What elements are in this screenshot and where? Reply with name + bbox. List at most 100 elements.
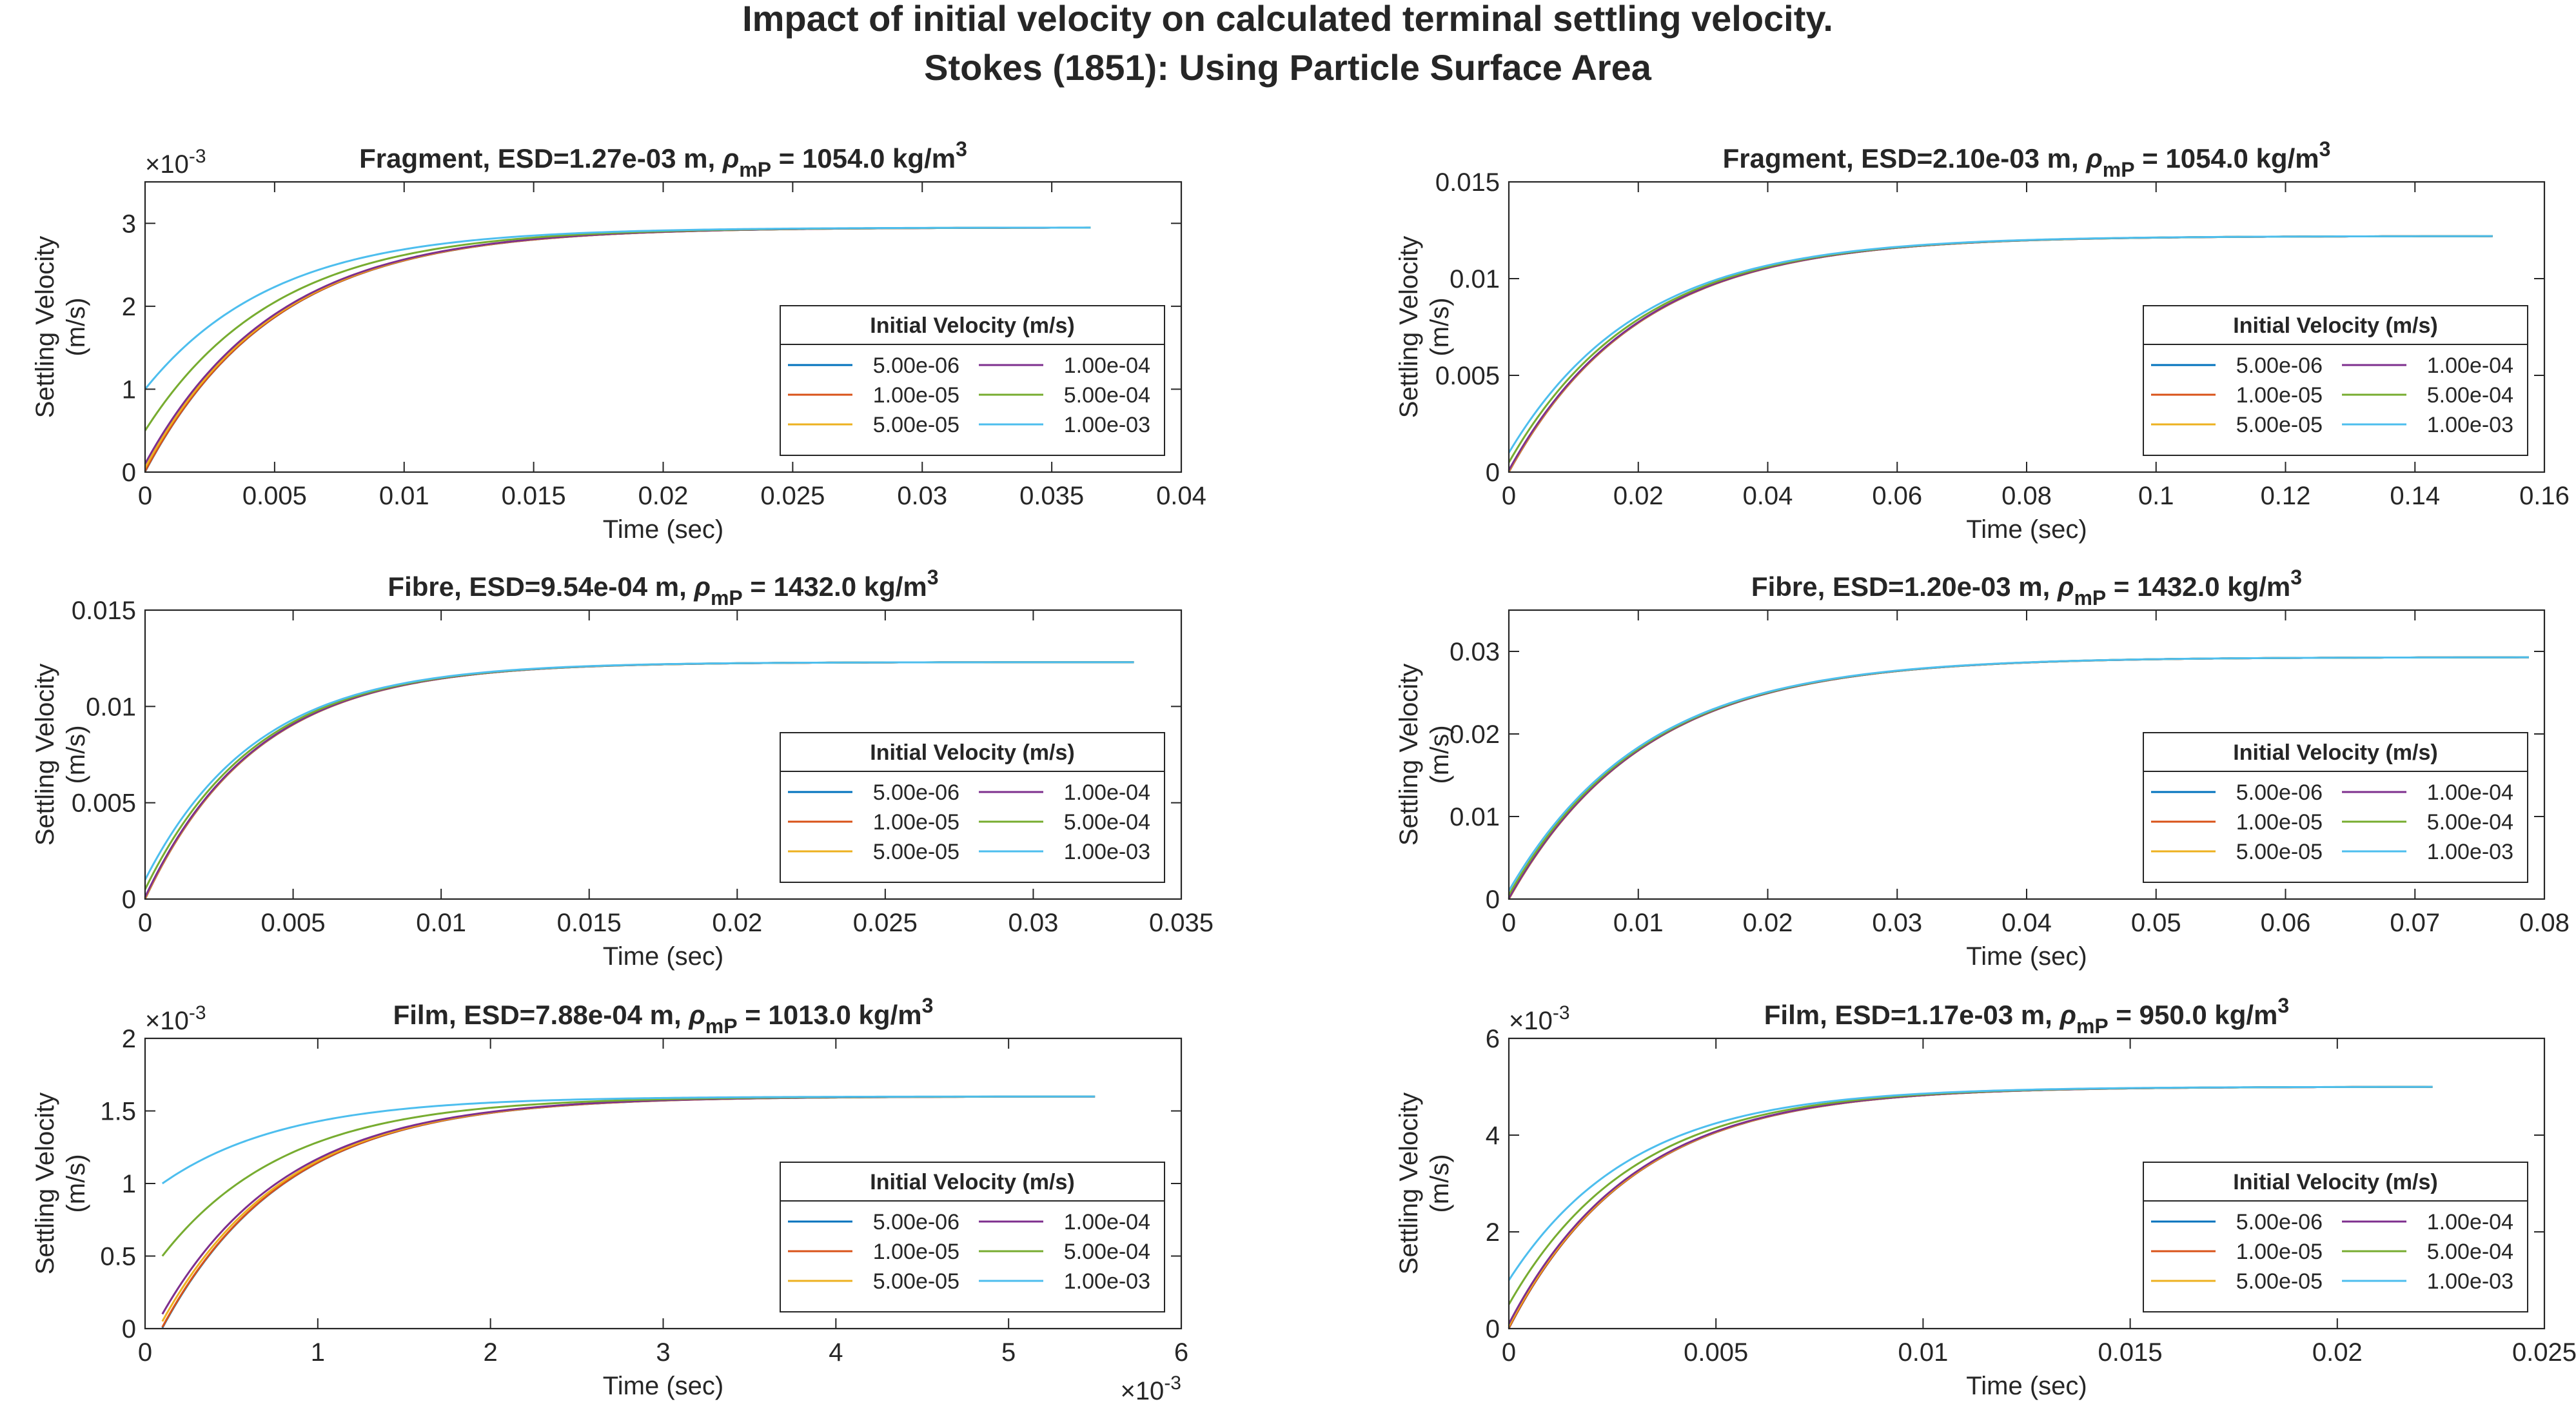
legend-box: [780, 732, 1165, 883]
x-tick-label: 0: [1502, 482, 1516, 510]
legend-entry: 1.00e-03: [1064, 413, 1150, 437]
subplot-title: Fibre, ESD=1.20e-03 m, ρmP = 1432.0 kg/m…: [1751, 566, 2302, 609]
y-axis-label: Settling Velocity (m/s): [1395, 1093, 1454, 1274]
x-tick-label: 0.01: [1613, 909, 1664, 937]
legend-entry: 5.00e-06: [873, 780, 959, 805]
subplot-6: 0 0.005 0.01 0.015 0.02 0.025 0 2 4 6 ×10-3 Time (s…: [1395, 994, 2576, 1400]
legend-entry: 1.00e-05: [873, 810, 959, 835]
y-tick-label: 1: [122, 375, 136, 404]
subplot-5: 0 1 2 3 4 5 6 0 0.5 1 1.5 2 ×10-3 ×10-3 Time (sec) Sett…: [31, 994, 1188, 1405]
y-axis-label: Settling Velocity (m/s): [1395, 236, 1454, 418]
y-tick-label: 2: [122, 293, 136, 321]
y-exponent-label: ×10-3: [145, 146, 206, 179]
x-tick-label: 0.1: [2138, 482, 2174, 510]
series-group: [1508, 656, 2529, 900]
series-line-1.00e-03: [161, 1095, 1096, 1185]
legend: Initial Velocity (m/s) 5.00e-06 1.00e-05 5.…: [2143, 732, 2528, 883]
x-tick-label: 0.07: [2390, 909, 2440, 937]
x-tick-label: 0.025: [2512, 1338, 2576, 1367]
x-tick-label: 0.02: [2312, 1338, 2363, 1367]
y-axis-label: Settling Velocity (m/s): [1395, 664, 1454, 846]
y-tick-label: 0: [1486, 1315, 1500, 1343]
legend-entry: 5.00e-05: [873, 413, 959, 437]
x-tick-label: 0: [1502, 909, 1516, 937]
y-tick-label: 0: [122, 1315, 136, 1343]
x-tick-label: 0.025: [853, 909, 918, 937]
x-tick-label: 0.035: [1149, 909, 1214, 937]
x-tick-label: 0.04: [1743, 482, 1793, 510]
series-line-1.00e-03: [1508, 235, 2493, 453]
legend-entry: 1.00e-05: [873, 1240, 959, 1264]
x-tick-label: 0.02: [1743, 909, 1793, 937]
y-axis-label: Settling Velocity (m/s): [31, 1093, 90, 1274]
subplot-title: Fibre, ESD=9.54e-04 m, ρmP = 1432.0 kg/m…: [388, 566, 938, 609]
legend-entry: 1.00e-05: [2236, 810, 2323, 835]
series-group: [144, 226, 1091, 473]
y-tick-label: 3: [122, 210, 136, 238]
x-tick-label: 0.005: [261, 909, 326, 937]
x-tick-label: 2: [484, 1338, 498, 1367]
y-tick-label: 0: [1486, 886, 1500, 914]
x-tick-label: 0.08: [2519, 909, 2570, 937]
x-tick-label: 3: [656, 1338, 670, 1367]
legend-title: Initial Velocity (m/s): [870, 740, 1074, 765]
x-axis-label: Time (sec): [1966, 942, 2087, 971]
series-line-1.00e-03: [144, 661, 1134, 880]
x-tick-label: 0.015: [557, 909, 622, 937]
series-group: [1508, 235, 2493, 473]
x-tick-label: 0.03: [1008, 909, 1058, 937]
legend-entry: 5.00e-06: [2236, 780, 2323, 805]
legend-title: Initial Velocity (m/s): [2233, 313, 2437, 338]
x-tick-label: 1: [311, 1338, 325, 1367]
x-tick-label: 0.04: [2001, 909, 2052, 937]
x-tick-label: 0.02: [638, 482, 689, 510]
legend-entry: 1.00e-03: [2427, 840, 2513, 864]
x-tick-label: 0.12: [2261, 482, 2311, 510]
y-tick-label: 0.015: [1435, 168, 1500, 197]
x-tick-label: 0: [138, 1338, 152, 1367]
x-axis-label: Time (sec): [1966, 515, 2087, 544]
x-tick-label: 0.03: [897, 482, 947, 510]
subplots: 0 0.005 0.01 0.015 0.02 0.025 0.03 0.035 0.04012…: [31, 137, 2576, 1405]
x-tick-label: 4: [829, 1338, 843, 1367]
x-tick-label: 0.16: [2519, 482, 2570, 510]
legend-entry: 5.00e-04: [1064, 1240, 1150, 1264]
x-axis-label: Time (sec): [603, 1372, 723, 1400]
y-tick-label: 0.03: [1450, 638, 1500, 666]
legend-entry: 5.00e-04: [1064, 810, 1150, 835]
legend-entry: 1.00e-03: [2427, 413, 2513, 437]
x-tick-label: 0.06: [1872, 482, 1922, 510]
x-tick-label: 0.01: [379, 482, 429, 510]
legend: Initial Velocity (m/s) 5.00e-06 1.00e-05 5.…: [780, 305, 1165, 456]
legend-entry: 1.00e-03: [2427, 1269, 2513, 1294]
x-tick-label: 0.015: [2098, 1338, 2163, 1367]
legend-box: [2143, 305, 2528, 456]
series-line-1.00e-03: [144, 226, 1091, 390]
x-tick-label: 0.025: [760, 482, 825, 510]
y-tick-label: 0.02: [1450, 720, 1500, 749]
legend-entry: 5.00e-06: [873, 1210, 959, 1234]
subplot-1: 0 0.005 0.01 0.015 0.02 0.025 0.03 0.035 0.04 0 1 2…: [31, 137, 1206, 544]
x-axis-label: Time (sec): [603, 942, 723, 971]
x-tick-label: 0.14: [2390, 482, 2440, 510]
legend-entry: 1.00e-03: [1064, 840, 1150, 864]
legend-box: [780, 305, 1165, 456]
axes-box: [144, 609, 1183, 900]
y-tick-label: 0.01: [1450, 265, 1500, 293]
legend-entry: 5.00e-05: [2236, 1269, 2323, 1294]
legend-entry: 1.00e-04: [1064, 780, 1150, 805]
y-tick-label: 0: [122, 886, 136, 914]
y-tick-label: 0.5: [100, 1243, 136, 1271]
x-tick-label: 5: [1001, 1338, 1016, 1367]
axes-box: [1508, 1037, 2546, 1330]
x-tick-label: 0: [138, 909, 152, 937]
figure-title-line1: Impact of initial velocity on calculated…: [742, 0, 1833, 39]
x-tick-label: 0: [1502, 1338, 1516, 1367]
legend-entry: 5.00e-04: [2427, 810, 2513, 835]
x-tick-label: 0.03: [1872, 909, 1922, 937]
y-tick-label: 0.005: [72, 789, 136, 818]
x-tick-label: 6: [1174, 1338, 1188, 1367]
legend-entry: 5.00e-05: [2236, 413, 2323, 437]
x-tick-label: 0.08: [2001, 482, 2052, 510]
